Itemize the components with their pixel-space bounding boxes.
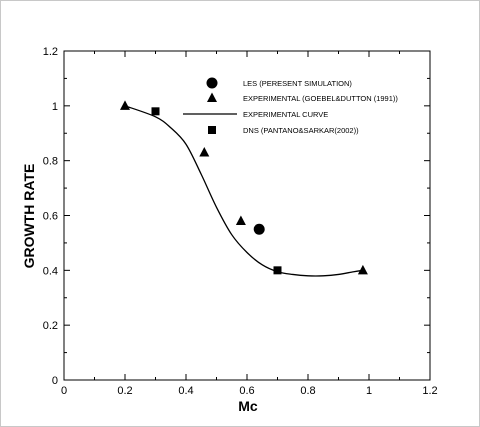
y-tick-label: 1.2 — [43, 46, 58, 58]
legend-entry-label: EXPERIMENTAL CURVE — [243, 110, 328, 119]
circle-data-point — [253, 223, 265, 235]
y-tick-label: 0.4 — [43, 265, 58, 277]
legend-entry-label: LES (PERESENT SIMULATION) — [243, 79, 352, 88]
triangle-data-point — [199, 146, 210, 157]
x-tick-label: 0.8 — [300, 385, 315, 397]
square-data-point — [273, 266, 282, 275]
x-tick-label: 1.2 — [422, 385, 437, 397]
legend-entry-label: EXPERIMENTAL (GOEBEL&DUTTON (1991)) — [243, 94, 398, 103]
y-tick-label: 0.2 — [43, 320, 58, 332]
marks-layer — [120, 100, 368, 275]
legend-triangle-symbol — [207, 92, 217, 102]
curve-layer — [124, 105, 363, 277]
x-axis-label: Mc — [238, 398, 258, 414]
y-tick-label: 1 — [52, 101, 58, 113]
x-tick-label: 0.2 — [117, 385, 132, 397]
square-data-point — [151, 107, 160, 116]
x-tick-label: 0 — [61, 385, 67, 397]
legend-square-symbol — [208, 126, 216, 134]
x-tick-label: 0.6 — [239, 385, 254, 397]
legend-circle-symbol — [206, 77, 218, 89]
ticks-layer: 0 0.2 0.4 0.6 0.8 1 1.2 0 0.2 0.4 0.6 0.8 1 1.2 — [43, 46, 438, 397]
x-tick-label: 0.4 — [178, 385, 193, 397]
experimental-curve — [124, 105, 363, 277]
triangle-data-point — [120, 100, 130, 110]
y-axis-label: GROWTH RATE — [21, 164, 37, 269]
triangle-data-point — [357, 264, 368, 275]
x-tick-label: 1 — [366, 385, 372, 397]
legend-entry-label: DNS (PANTANO&SARKAR(2002)) — [243, 126, 359, 135]
y-tick-label: 0.8 — [43, 156, 58, 168]
legend: LES (PERESENT SIMULATION) EXPERIMENTAL (G… — [183, 77, 398, 135]
y-tick-label: 0.6 — [43, 211, 58, 223]
y-tick-label: 0 — [52, 375, 58, 387]
triangle-data-point — [235, 215, 246, 225]
